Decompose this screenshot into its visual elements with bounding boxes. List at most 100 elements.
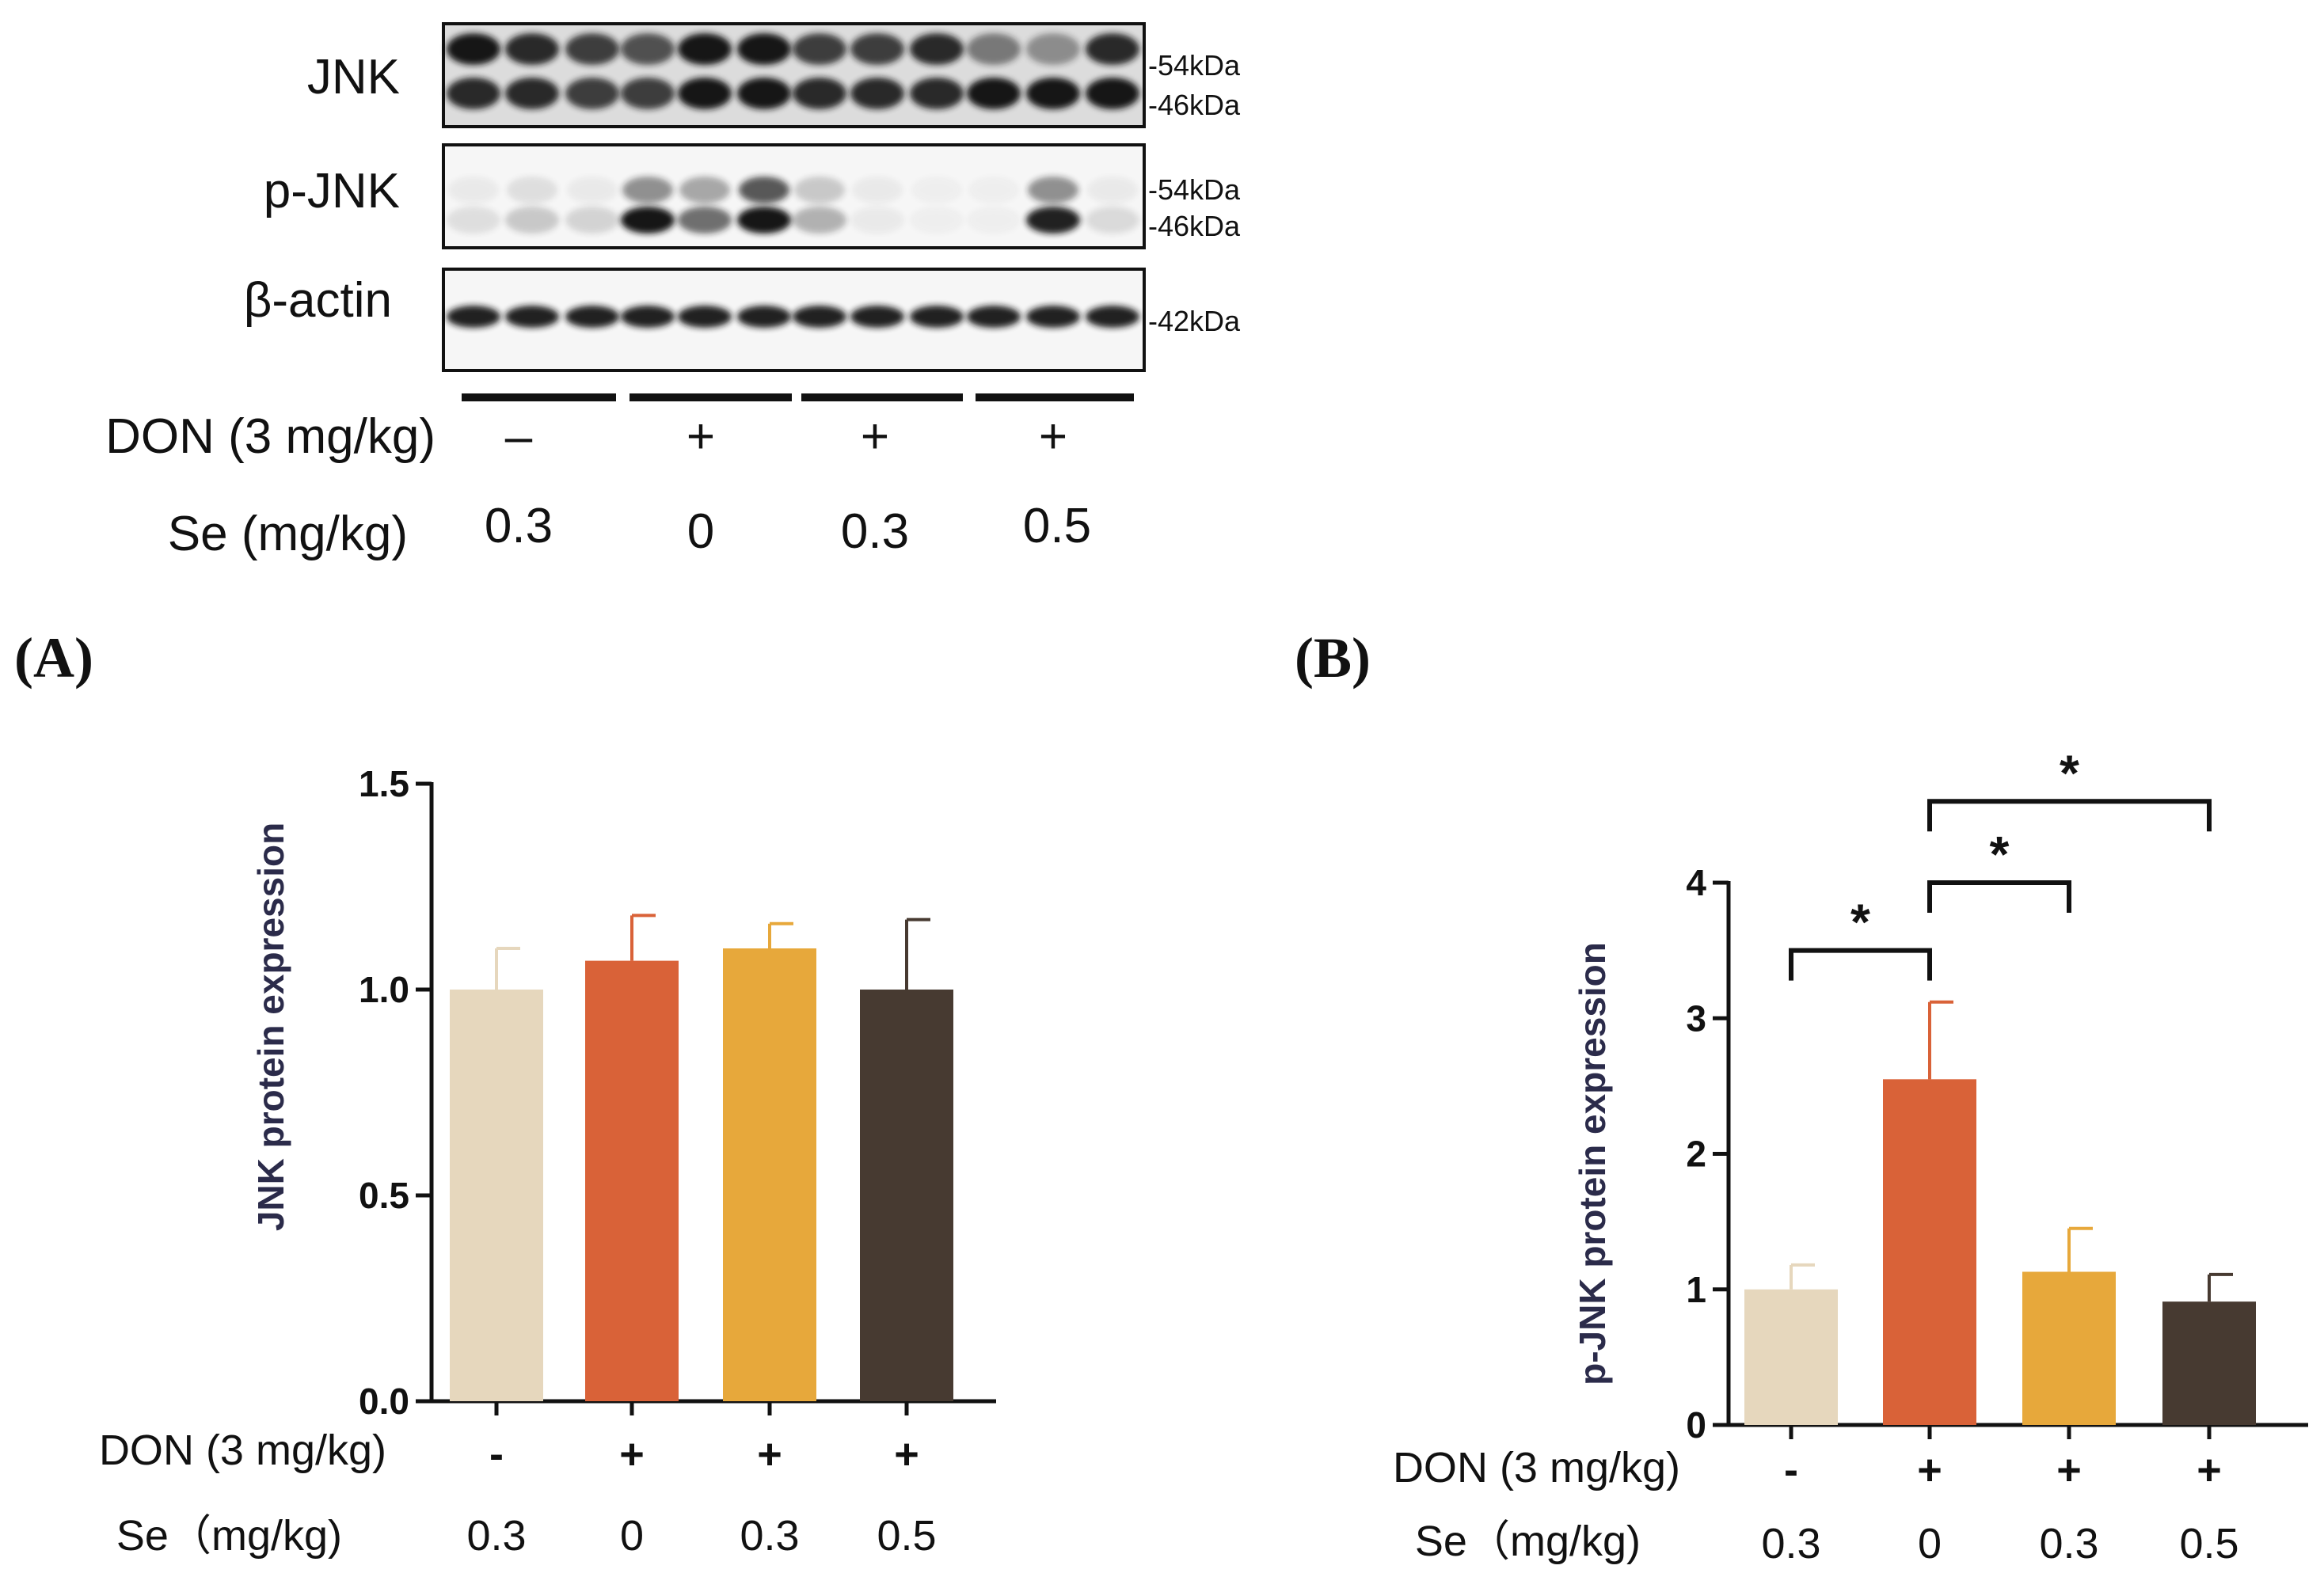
- bar: [723, 948, 816, 1401]
- se-value: 0.5: [877, 1512, 936, 1560]
- pjnk-band-lower: [1086, 207, 1139, 234]
- chart-b-marks: 0 1 2 3 4 - 0.3 +0 +0.3 +0.5 * * *: [1686, 744, 2308, 1567]
- don-value: +: [2197, 1446, 2222, 1494]
- bar: [2022, 1271, 2116, 1425]
- jnk-band-lower: [447, 78, 500, 109]
- don-value: +: [619, 1431, 645, 1478]
- pjnk-band-lower: [967, 207, 1021, 234]
- significance-bracket: [1927, 880, 2071, 913]
- jnk-band-upper: [910, 33, 964, 65]
- pjnk-band-lower: [850, 207, 904, 234]
- bar: [2162, 1301, 2256, 1425]
- bar: [1883, 1079, 1976, 1425]
- bar: [585, 960, 679, 1401]
- jnk-band-lower: [678, 78, 732, 109]
- pjnk-band-upper: [852, 177, 903, 203]
- pjnk-band-upper: [507, 177, 557, 203]
- blot-se-value-2: 0: [687, 504, 714, 559]
- jnk-band-upper: [1026, 33, 1080, 65]
- pjnk-band-upper: [1028, 177, 1078, 203]
- jnk-band-upper: [737, 33, 791, 65]
- don-value: -: [489, 1431, 504, 1478]
- jnk-band-upper: [967, 33, 1021, 65]
- se-value: 0.5: [2179, 1520, 2238, 1567]
- jnk-band-lower: [967, 78, 1021, 109]
- se-value: 0.3: [1761, 1520, 1820, 1567]
- chart-b: p-JNK protein expression 0 1 2 3 4 - 0.3 +0 +0.3…: [1393, 744, 2308, 1567]
- actin-band: [967, 306, 1021, 328]
- pjnk-band-upper: [911, 177, 962, 203]
- chart-b-ylabel: p-JNK protein expression: [1572, 942, 1613, 1385]
- pjnk-band-upper: [567, 177, 618, 203]
- blot-row-label-actin: β-actin: [244, 273, 392, 328]
- jnk-band-upper: [1086, 33, 1139, 65]
- y-tick-label: 1.5: [359, 763, 409, 804]
- marker-pjnk-46: -46kDa: [1148, 210, 1241, 242]
- actin-band: [1086, 306, 1139, 328]
- y-tick-label: 0.0: [359, 1381, 409, 1422]
- marker-jnk-46: -46kDa: [1148, 89, 1241, 121]
- actin-band: [793, 306, 846, 328]
- pjnk-band-lower: [793, 207, 846, 234]
- jnk-band-upper: [505, 33, 559, 65]
- actin-band: [1026, 306, 1080, 328]
- y-tick-label: 0.5: [359, 1175, 409, 1216]
- actin-band: [505, 306, 559, 328]
- panel-label-a: (A): [14, 626, 93, 690]
- blot-don-value-2: +: [687, 409, 715, 464]
- chart-a-don-label: DON (3 mg/kg): [99, 1427, 386, 1474]
- chart-a: JNK protein expression 0.0 0.5 1.0 1.5 - 0.3 +…: [99, 763, 996, 1560]
- se-value: 0.3: [740, 1512, 799, 1560]
- bar: [860, 990, 953, 1401]
- y-tick-label: 1: [1686, 1269, 1706, 1310]
- pjnk-band-lower: [565, 207, 619, 234]
- blot-group-bar: [462, 393, 616, 401]
- y-tick-label: 3: [1686, 997, 1706, 1039]
- significance-star: *: [1990, 826, 2010, 883]
- blot-strip-pjnk: [442, 143, 1146, 249]
- significance-bracket: [1927, 799, 2212, 832]
- actin-band: [678, 306, 732, 328]
- se-value: 0.3: [466, 1512, 526, 1560]
- chart-a-se-label: Se（mg/kg): [116, 1512, 342, 1560]
- blot-strip-jnk: [442, 22, 1146, 128]
- pjnk-band-upper: [968, 177, 1019, 203]
- y-tick-label: 0: [1686, 1404, 1706, 1446]
- pjnk-band-lower: [678, 207, 732, 234]
- blot-don-label: DON (3 mg/kg): [105, 409, 436, 464]
- blot-don-value-1: –: [505, 409, 533, 464]
- actin-band: [737, 306, 791, 328]
- jnk-band-lower: [621, 78, 675, 109]
- don-value: +: [894, 1431, 919, 1478]
- se-value: 0: [1918, 1520, 1942, 1567]
- jnk-band-lower: [505, 78, 559, 109]
- bar: [450, 990, 543, 1401]
- don-value: +: [2056, 1446, 2082, 1494]
- don-value: -: [1784, 1446, 1798, 1494]
- jnk-band-upper: [565, 33, 619, 65]
- blot-group-bar: [976, 393, 1134, 401]
- blot-group-bar: [801, 393, 963, 401]
- se-value: 0.3: [2039, 1520, 2098, 1567]
- blot-group-bars: [462, 393, 1134, 401]
- significance-bracket: [1789, 948, 1932, 981]
- pjnk-band-lower: [910, 207, 964, 234]
- pjnk-band-lower: [505, 207, 559, 234]
- jnk-band-lower: [1086, 78, 1139, 109]
- chart-a-marks: 0.0 0.5 1.0 1.5 - 0.3 +0 +0.3 +0.5: [359, 763, 996, 1560]
- don-value: +: [1917, 1446, 1942, 1494]
- y-tick-label: 2: [1686, 1134, 1706, 1175]
- jnk-band-upper: [793, 33, 846, 65]
- blot-don-value-4: +: [1039, 409, 1067, 464]
- pjnk-band-lower: [1026, 207, 1080, 234]
- jnk-band-lower: [910, 78, 964, 109]
- marker-pjnk-54: -54kDa: [1148, 173, 1241, 206]
- actin-band: [850, 306, 904, 328]
- blot-row-label-jnk: JNK: [307, 50, 400, 104]
- jnk-band-lower: [565, 78, 619, 109]
- se-value: 0: [620, 1512, 644, 1560]
- bar: [1744, 1289, 1838, 1425]
- y-tick-label: 4: [1686, 862, 1706, 903]
- y-tick-label: 1.0: [359, 969, 409, 1010]
